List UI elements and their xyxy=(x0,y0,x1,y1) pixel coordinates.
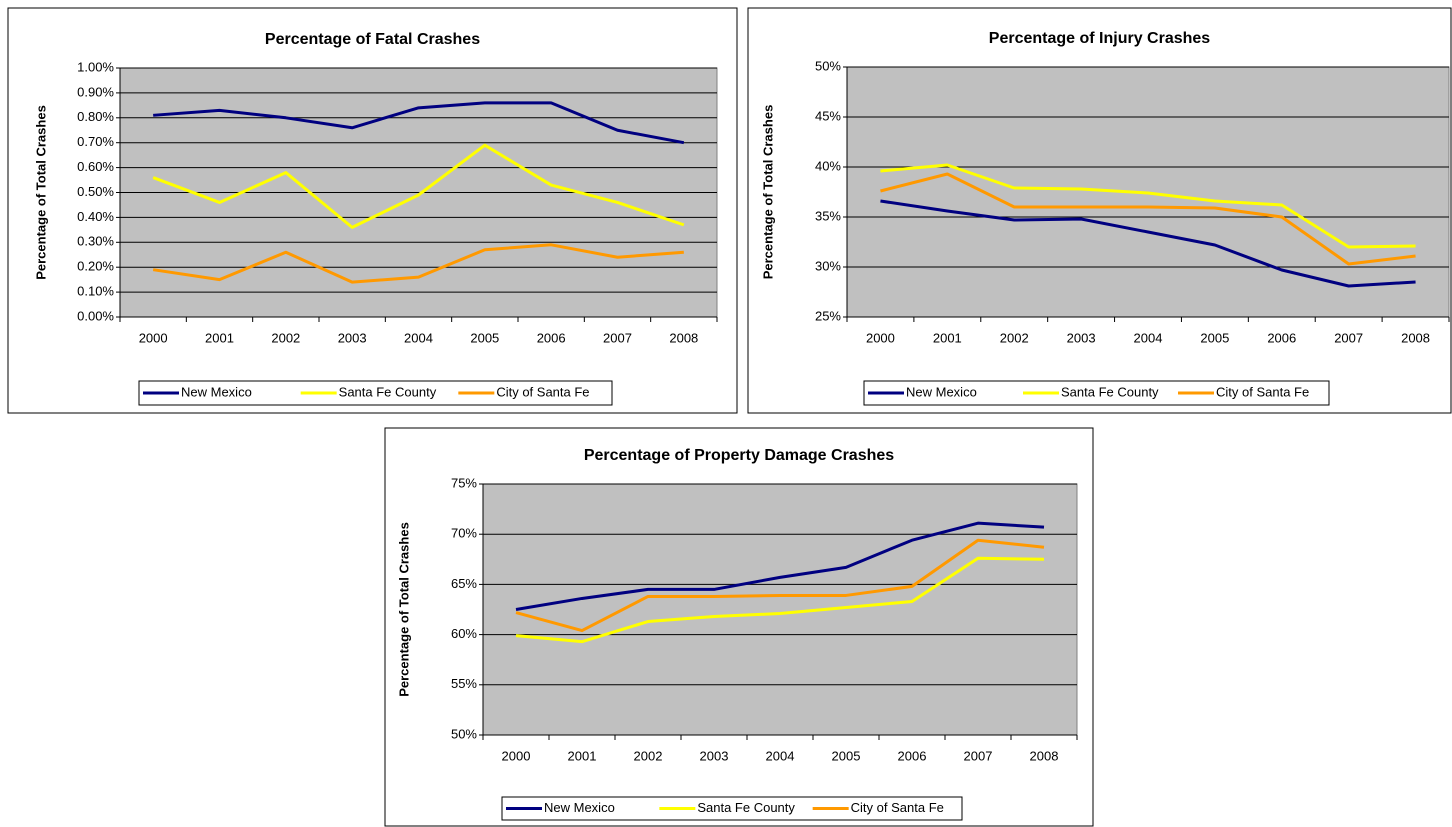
x-tick-label: 2000 xyxy=(139,330,168,345)
y-tick-label: 0.20% xyxy=(77,259,114,274)
y-tick-label: 0.30% xyxy=(77,234,114,249)
legend xyxy=(138,380,613,406)
x-tick-label: 2001 xyxy=(205,330,234,345)
line-series xyxy=(515,556,1045,644)
y-tick-label: 35% xyxy=(815,208,841,223)
x-tick-label: 2003 xyxy=(700,748,729,763)
y-tick-label: 40% xyxy=(815,158,841,173)
y-tick-label: 50% xyxy=(815,58,841,73)
legend xyxy=(501,796,963,821)
x-tick-label: 2007 xyxy=(603,330,632,345)
legend-label: City of Santa Fe xyxy=(1216,384,1309,399)
x-tick-label: 2000 xyxy=(502,748,531,763)
y-tick-label: 0.60% xyxy=(77,159,114,174)
y-tick-label: 0.80% xyxy=(77,109,114,124)
x-tick-label: 2008 xyxy=(1401,330,1430,345)
y-tick-label: 25% xyxy=(815,308,841,323)
x-tick-label: 2006 xyxy=(1267,330,1296,345)
x-tick-label: 2008 xyxy=(1030,748,1059,763)
legend-label: New Mexico xyxy=(906,384,977,399)
y-tick-label: 70% xyxy=(451,526,477,541)
line-series xyxy=(515,538,1045,633)
line-series xyxy=(515,521,1045,611)
y-tick-label: 0.40% xyxy=(77,209,114,224)
y-tick-label: 0.70% xyxy=(77,134,114,149)
x-tick-label: 2004 xyxy=(1134,330,1163,345)
line-series xyxy=(152,243,684,284)
x-tick-label: 2001 xyxy=(933,330,962,345)
x-tick-label: 2001 xyxy=(568,748,597,763)
y-tick-label: 65% xyxy=(451,576,477,591)
y-tick-label: 0.10% xyxy=(77,284,114,299)
legend-label: Santa Fe County xyxy=(339,384,437,399)
legend-label: Santa Fe County xyxy=(697,800,795,815)
legend xyxy=(863,380,1330,406)
x-tick-label: 2004 xyxy=(404,330,433,345)
chart-title: Percentage of Property Damage Crashes xyxy=(584,447,894,464)
y-tick-label: 75% xyxy=(451,475,477,490)
x-tick-label: 2005 xyxy=(470,330,499,345)
y-axis-label: Percentage of Total Crashes xyxy=(396,522,411,697)
y-tick-label: 1.00% xyxy=(77,59,114,74)
y-axis-label: Percentage of Total Crashes xyxy=(760,105,775,280)
chart-title: Percentage of Injury Crashes xyxy=(989,30,1211,47)
legend-label: New Mexico xyxy=(181,384,252,399)
legend-label: City of Santa Fe xyxy=(851,800,944,815)
y-tick-label: 55% xyxy=(451,676,477,691)
x-tick-label: 2006 xyxy=(537,330,566,345)
x-tick-label: 2003 xyxy=(1067,330,1096,345)
x-tick-label: 2004 xyxy=(766,748,795,763)
y-tick-label: 0.90% xyxy=(77,84,114,99)
y-tick-label: 45% xyxy=(815,108,841,123)
y-tick-label: 60% xyxy=(451,626,477,641)
x-tick-label: 2002 xyxy=(634,748,663,763)
legend-label: Santa Fe County xyxy=(1061,384,1159,399)
x-tick-label: 2005 xyxy=(832,748,861,763)
line-series xyxy=(880,199,1416,288)
plot-area xyxy=(482,483,1078,736)
y-tick-label: 0.50% xyxy=(77,184,114,199)
line-series xyxy=(152,143,685,229)
x-tick-label: 2000 xyxy=(866,330,895,345)
chart-title: Percentage of Fatal Crashes xyxy=(265,31,480,48)
x-tick-label: 2008 xyxy=(669,330,698,345)
x-tick-label: 2007 xyxy=(1334,330,1363,345)
x-tick-label: 2002 xyxy=(271,330,300,345)
x-tick-label: 2007 xyxy=(964,748,993,763)
y-tick-label: 0.00% xyxy=(77,308,114,323)
line-series xyxy=(153,101,685,145)
x-tick-label: 2002 xyxy=(1000,330,1029,345)
y-axis-label: Percentage of Total Crashes xyxy=(33,105,48,280)
x-tick-label: 2003 xyxy=(338,330,367,345)
x-tick-label: 2006 xyxy=(898,748,927,763)
line-series xyxy=(880,163,1416,249)
x-tick-label: 2005 xyxy=(1200,330,1229,345)
legend-label: New Mexico xyxy=(544,800,615,815)
legend-label: City of Santa Fe xyxy=(496,384,589,399)
y-tick-label: 50% xyxy=(451,726,477,741)
line-series xyxy=(880,172,1416,266)
y-tick-label: 30% xyxy=(815,258,841,273)
